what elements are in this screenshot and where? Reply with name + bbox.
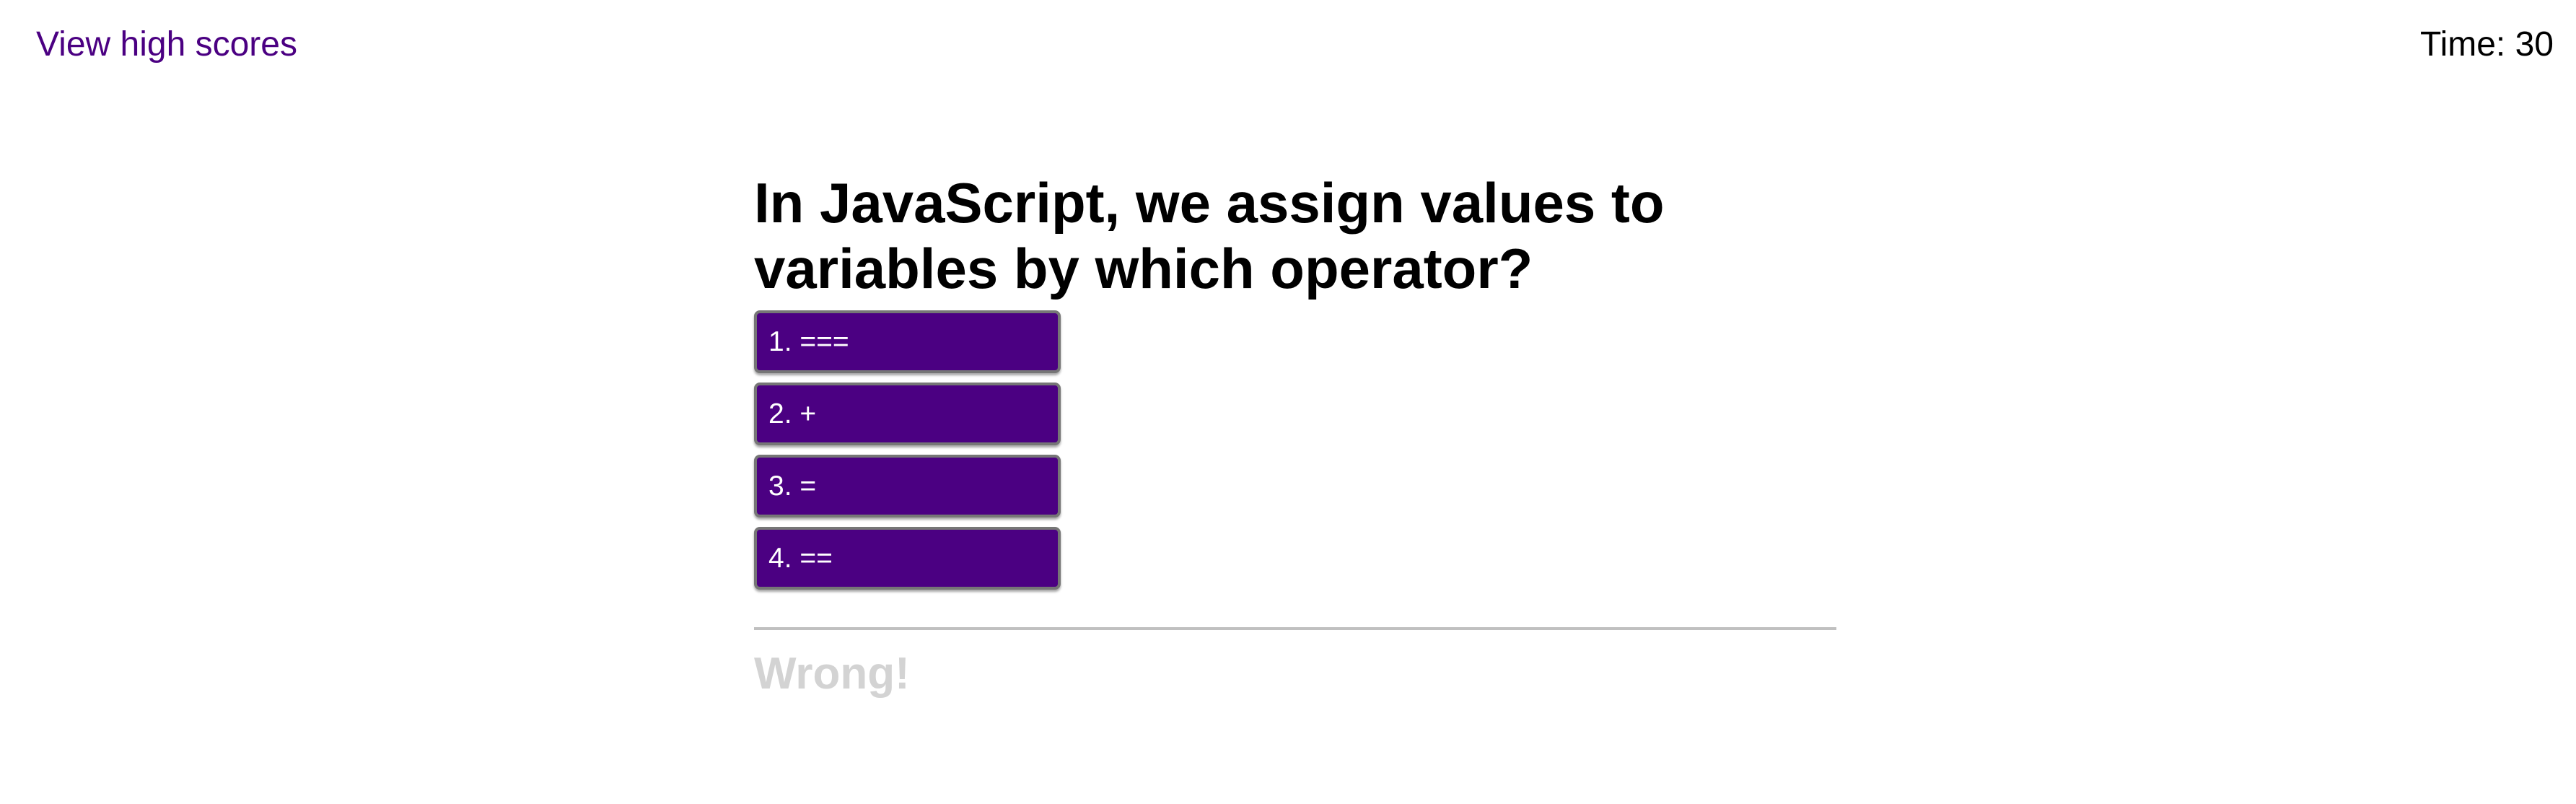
view-high-scores-link[interactable]: View high scores [36,25,297,64]
quiz-container: In JavaScript, we assign values to varia… [754,170,1836,699]
answer-button-2[interactable]: 2. + [754,383,1061,445]
feedback-divider [754,627,1836,630]
answer-button-1[interactable]: 1. === [754,310,1061,373]
timer-display: Time: 30 [2420,25,2554,64]
answer-feedback: Wrong! [754,649,910,699]
answer-button-4[interactable]: 4. == [754,527,1061,590]
question-title: In JavaScript, we assign values to varia… [754,171,1665,300]
answer-button-3[interactable]: 3. = [754,455,1061,517]
answer-list: 1. === 2. + 3. = 4. == [754,310,1836,590]
